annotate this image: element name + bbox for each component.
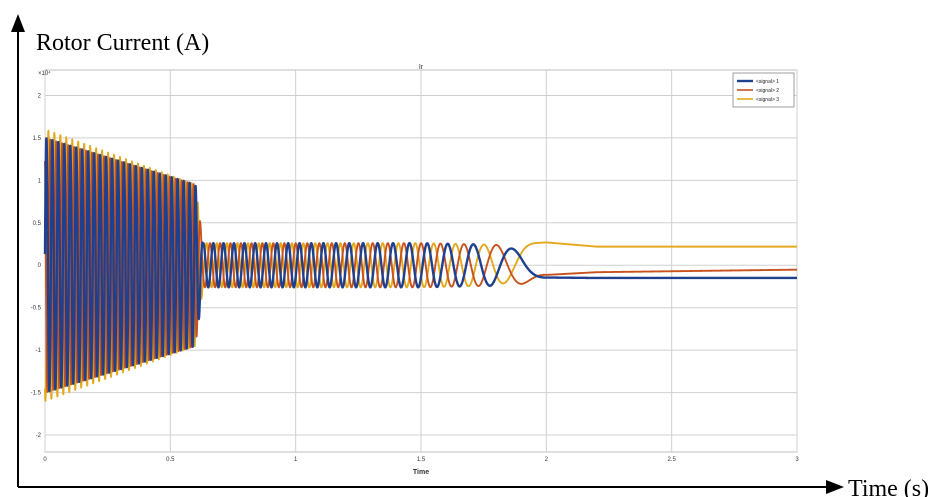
figure-ylabel: Rotor Current (A)	[36, 30, 209, 56]
x-tick-label: 3	[795, 457, 799, 463]
series-group	[43, 129, 799, 402]
legend-label-1: <signal> 1	[756, 79, 779, 85]
figure-x-arrow-head	[826, 480, 844, 494]
y-exponent-label: ×10⁴	[38, 70, 51, 77]
series-line-1	[43, 137, 799, 393]
x-tick-label: 1.5	[417, 457, 426, 463]
y-tick-label: -1	[36, 348, 42, 354]
y-tick-label: -0.5	[31, 306, 42, 312]
x-tick-label: 1	[294, 457, 298, 463]
plot-xlabel: Time	[413, 469, 429, 476]
legend: <signal> 1 <signal> 2 <signal> 3	[732, 72, 795, 108]
legend-label-2: <signal> 2	[756, 88, 779, 94]
figure-xlabel: Time (s)	[848, 476, 929, 497]
x-tick-label: 0	[43, 457, 47, 463]
y-tick-label: 2	[38, 93, 42, 99]
legend-label-3: <signal> 3	[756, 97, 779, 103]
tick-labels: 0 0.5 1 1.5 2 2.5 3 2 1.5 1 0.5 0 -0.5 -1 -1.5 -2	[31, 93, 800, 463]
y-tick-label: 1.5	[33, 136, 42, 142]
y-tick-label: -2	[36, 433, 42, 439]
plot-title: Ir	[419, 64, 424, 71]
x-tick-label: 2.5	[667, 457, 676, 463]
y-tick-label: 0	[38, 263, 42, 269]
y-tick-label: -1.5	[31, 391, 42, 397]
y-tick-label: 0.5	[33, 221, 42, 227]
x-tick-label: 2	[545, 457, 549, 463]
figure-y-arrow-head	[11, 14, 25, 32]
x-tick-label: 0.5	[166, 457, 175, 463]
y-tick-label: 1	[38, 178, 42, 184]
